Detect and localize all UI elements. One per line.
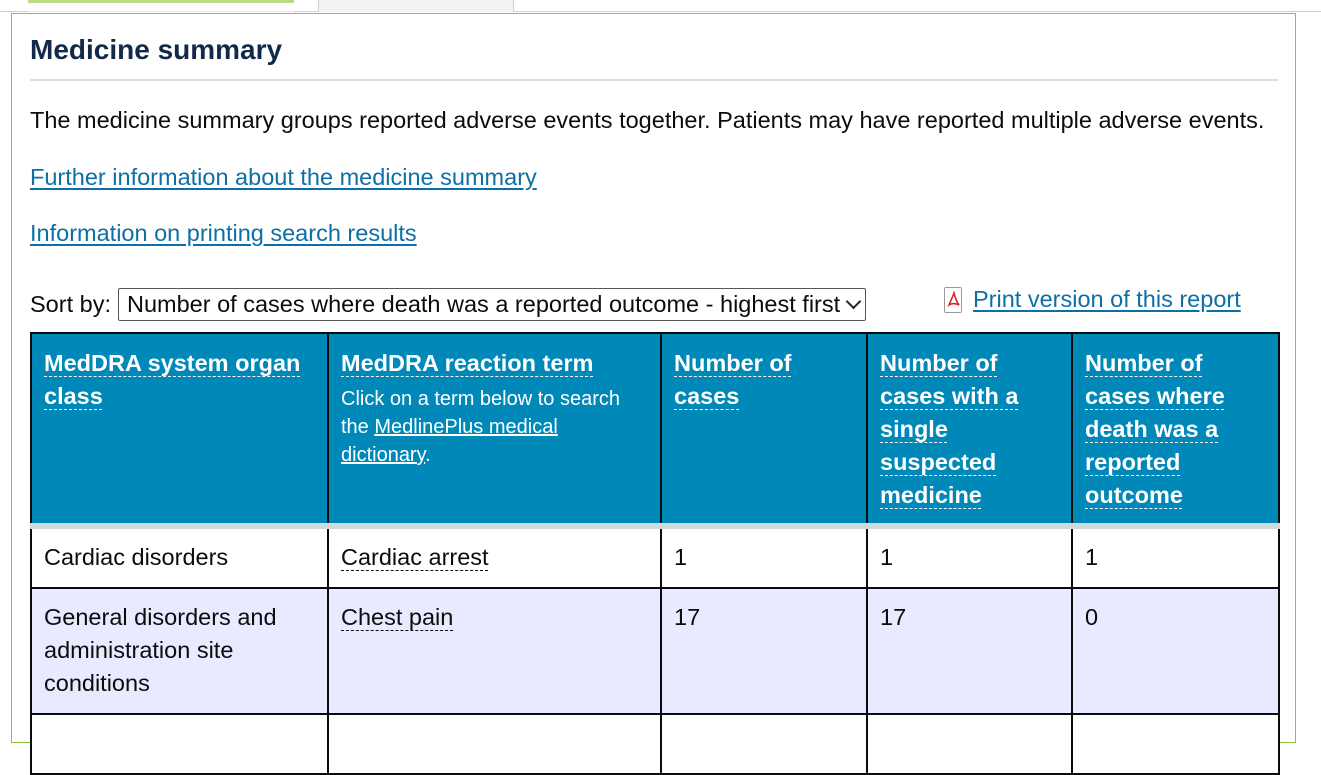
reaction-term-link[interactable]: Chest pain (341, 604, 454, 630)
header-reaction-term[interactable]: MedDRA reaction term Click on a term bel… (327, 332, 662, 529)
cell-term (327, 713, 662, 775)
medlineplus-dictionary-link[interactable]: MedlinePlus medical dictionary (341, 416, 558, 466)
cell-single (866, 713, 1073, 775)
header-system-organ-class[interactable]: MedDRA system organ class (30, 332, 329, 529)
cell-soc: Cardiac disorders (30, 525, 329, 589)
cell-soc (30, 713, 329, 775)
print-version[interactable]: Print version of this report (944, 286, 1241, 313)
cell-single: 1 (866, 525, 1073, 589)
cell-death: 1 (1071, 525, 1280, 589)
tab-bar (0, 0, 1321, 12)
header-single-suspected[interactable]: Number of cases with a single suspected … (866, 332, 1073, 529)
pdf-icon (944, 286, 962, 313)
term-note-prefix: Click on a term below to search the (341, 388, 621, 438)
sort-selected-value: Number of cases where death was a report… (126, 291, 841, 317)
medicine-summary-panel: Medicine summary The medicine summary gr… (11, 13, 1296, 775)
page-title: Medicine summary (30, 34, 283, 65)
sort-select[interactable]: Number of cases where death was a report… (117, 288, 867, 321)
cell-cases: 17 (660, 587, 868, 715)
header-cases-label[interactable]: Number of cases (674, 350, 792, 409)
title-divider (30, 79, 1278, 81)
header-death-label[interactable]: Number of cases where death was a report… (1085, 350, 1225, 508)
chevron-down-icon (845, 293, 862, 310)
cell-term: Chest pain (327, 587, 662, 715)
further-info-link[interactable]: Further information about the medicine s… (30, 164, 537, 190)
cell-single: 17 (866, 587, 1073, 715)
header-term-label[interactable]: MedDRA reaction term (341, 350, 594, 376)
header-term-note: Click on a term below to search the Medl… (341, 385, 648, 469)
reaction-table: MedDRA system organ class MedDRA reactio… (30, 332, 1280, 775)
cell-cases: 1 (660, 525, 868, 589)
table-header-row: MedDRA system organ class MedDRA reactio… (30, 332, 1280, 529)
table-row: Cardiac disorders Cardiac arrest 1 1 1 (30, 525, 1280, 589)
header-number-of-cases[interactable]: Number of cases (660, 332, 868, 529)
intro-text: The medicine summary groups reported adv… (30, 107, 1265, 133)
reaction-term-link[interactable]: Cardiac arrest (341, 544, 489, 570)
printing-info-link[interactable]: Information on printing search results (30, 220, 417, 246)
sort-control: Sort by: Number of cases where death was… (30, 288, 867, 321)
cell-soc: General disorders and administration sit… (30, 587, 329, 715)
table-row (30, 713, 1280, 775)
cell-death (1071, 713, 1280, 775)
cell-cases (660, 713, 868, 775)
cell-death: 0 (1071, 587, 1280, 715)
cell-term: Cardiac arrest (327, 525, 662, 589)
tab-active[interactable] (28, 0, 294, 12)
term-note-suffix: . (425, 444, 431, 466)
header-death-outcome[interactable]: Number of cases where death was a report… (1071, 332, 1280, 529)
header-single-label[interactable]: Number of cases with a single suspected … (880, 350, 1019, 508)
tab-inactive[interactable] (318, 0, 514, 12)
table-row: General disorders and administration sit… (30, 587, 1280, 715)
header-soc-label[interactable]: MedDRA system organ class (44, 350, 301, 409)
sort-label: Sort by: (30, 291, 111, 317)
print-version-link[interactable]: Print version of this report (973, 286, 1241, 312)
